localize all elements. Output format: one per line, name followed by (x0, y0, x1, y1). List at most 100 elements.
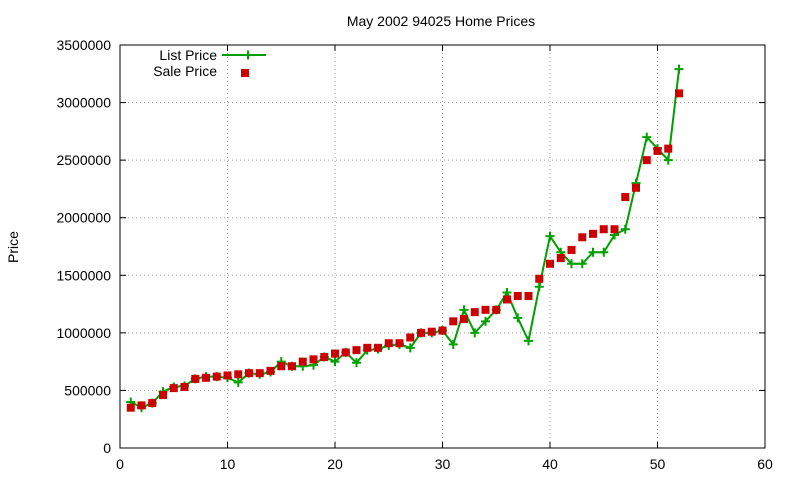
y-tick-label: 2500000 (56, 152, 111, 168)
sale-price-point (675, 89, 683, 98)
y-tick-label: 3000000 (56, 95, 111, 111)
list-price-point (588, 247, 598, 257)
sale-price-point (223, 371, 232, 380)
sale-price-point (556, 254, 565, 263)
list-price-point (620, 224, 630, 234)
list-price-point (642, 132, 652, 142)
list-price-line (130, 69, 680, 409)
sale-price-point (427, 327, 436, 336)
sale-price-point (288, 362, 296, 371)
sale-price-point (642, 156, 651, 165)
sale-price-point (363, 343, 372, 352)
sale-price-point (664, 144, 673, 153)
sale-price-point (621, 192, 630, 201)
legend-label-list-price: List Price (159, 47, 217, 63)
x-tick-label: 50 (650, 456, 666, 472)
sale-price-point (245, 369, 253, 378)
legend-marker-list-price (243, 50, 253, 60)
list-price-point (459, 305, 469, 315)
tick-labels: 0 10 20 30 40 50 60 0 500000 1000000 1500000 200000… (56, 37, 773, 472)
list-price-point (448, 339, 458, 349)
sale-price-point (460, 315, 468, 324)
list-price-point (481, 316, 490, 326)
sale-price-point (610, 225, 619, 234)
sale-price-point (169, 384, 178, 393)
sale-price-point (126, 403, 135, 412)
y-tick-label: 500000 (64, 382, 111, 398)
sale-price-point (331, 349, 339, 358)
sale-price-point (503, 295, 511, 304)
sale-price-point (535, 274, 544, 283)
list-price-point (663, 155, 673, 165)
sale-price-point (384, 339, 393, 348)
list-price-point (233, 377, 243, 387)
sale-price-point (255, 369, 264, 378)
list-price-point (352, 358, 361, 368)
sale-price-point (470, 308, 479, 317)
sale-price-point (524, 292, 533, 301)
sale-price-point (320, 353, 329, 362)
sale-price-point (202, 373, 210, 382)
legend-label-sale-price: Sale Price (153, 63, 217, 79)
sale-price-point (438, 326, 447, 335)
series-list-price (126, 64, 684, 413)
sale-price-point (481, 305, 490, 314)
y-tick-label: 0 (103, 440, 111, 456)
sale-price-point (352, 346, 361, 355)
sale-price-point (298, 357, 307, 366)
sale-price-point (632, 183, 640, 192)
sale-price-point (395, 339, 404, 348)
list-price-point (577, 259, 587, 269)
x-tick-label: 60 (757, 456, 773, 472)
sale-price-point (137, 401, 146, 410)
list-price-point (599, 247, 609, 257)
list-price-point (545, 231, 555, 241)
x-tick-label: 10 (220, 456, 236, 472)
sale-price-point (417, 328, 425, 337)
list-price-point (513, 313, 523, 323)
y-tick-label: 3500000 (56, 37, 111, 53)
y-axis-label: Price (5, 231, 21, 263)
sale-price-point (599, 225, 608, 234)
sale-price-point (653, 146, 662, 155)
y-tick-label: 2000000 (56, 210, 111, 226)
y-tick-label: 1000000 (56, 325, 111, 341)
sale-price-point (567, 245, 576, 254)
chart-title: May 2002 94025 Home Prices (347, 13, 535, 29)
sale-price-point (341, 348, 350, 357)
sale-price-point (159, 391, 167, 400)
list-price-point (470, 328, 480, 338)
sale-price-point (589, 229, 597, 238)
sale-price-point (546, 259, 554, 268)
sale-price-point (234, 370, 243, 379)
legend-swatch-sale-price (241, 69, 249, 77)
data-series (126, 64, 684, 413)
list-price-point (674, 64, 684, 74)
list-price-point (567, 259, 576, 269)
plot-area-border (119, 44, 766, 449)
sale-price-point (212, 372, 221, 381)
sale-price-point (148, 399, 157, 408)
sale-price-point (578, 233, 587, 242)
x-tick-label: 0 (116, 456, 124, 472)
x-tick-label: 20 (327, 456, 343, 472)
x-tick-label: 30 (435, 456, 451, 472)
sale-price-point (449, 317, 458, 326)
sale-price-point (374, 343, 382, 352)
sale-price-point (191, 374, 200, 383)
sale-price-point (406, 333, 415, 342)
list-price-point (534, 282, 544, 292)
sale-price-point (513, 292, 522, 301)
y-tick-label: 1500000 (56, 267, 111, 283)
sale-price-point (492, 305, 501, 314)
sale-price-point (266, 366, 275, 375)
series-sale-price (126, 89, 683, 412)
list-price-point (330, 357, 340, 367)
list-price-point (524, 336, 533, 346)
sale-price-point (309, 355, 318, 364)
x-tick-label: 40 (542, 456, 558, 472)
sale-price-point (277, 362, 286, 371)
grid-lines (120, 45, 765, 448)
